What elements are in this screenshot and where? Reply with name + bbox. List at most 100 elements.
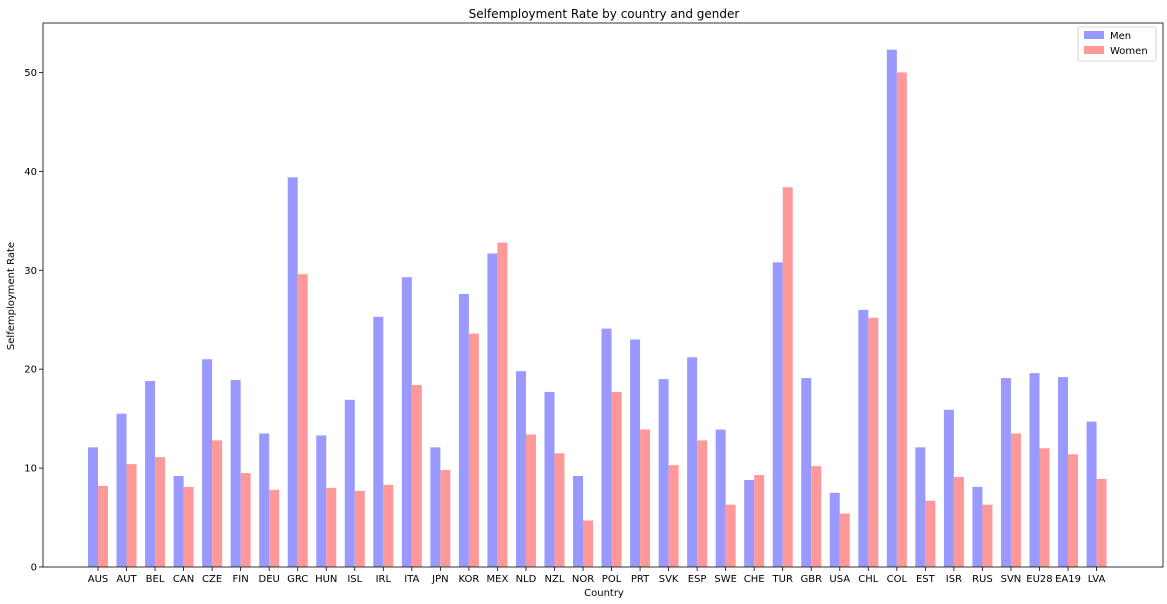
y-tick-label: 30	[24, 266, 37, 277]
legend-label-women: Women	[1110, 46, 1148, 57]
legend: Men Women	[1078, 27, 1156, 61]
bar-men-cze	[202, 359, 212, 567]
bar-women-nzl	[554, 453, 564, 567]
x-tick-label-chl: CHL	[858, 574, 879, 585]
x-tick-label-usa: USA	[829, 574, 850, 585]
x-tick-label-hun: HUN	[315, 574, 337, 585]
bar-men-deu	[259, 433, 269, 567]
x-tick-label-eu28: EU28	[1026, 574, 1052, 585]
x-tick-label-col: COL	[887, 574, 908, 585]
bar-women-esp	[697, 440, 707, 567]
y-tick-label: 20	[24, 365, 37, 376]
legend-swatch-men	[1084, 31, 1104, 39]
x-tick-label-nld: NLD	[516, 574, 537, 585]
bar-men-pol	[602, 329, 612, 567]
bar-men-aus	[88, 447, 98, 567]
bar-men-esp	[687, 357, 697, 567]
x-tick-label-bel: BEL	[146, 574, 165, 585]
y-tick-label: 50	[24, 68, 37, 79]
bar-women-deu	[269, 490, 279, 567]
x-tick-label-che: CHE	[744, 574, 765, 585]
y-tick-label: 0	[31, 563, 37, 574]
bar-men-nld	[516, 371, 526, 567]
x-tick-label-rus: RUS	[972, 574, 993, 585]
bar-men-usa	[830, 493, 840, 567]
x-tick-label-pol: POL	[602, 574, 622, 585]
x-tick-label-tur: TUR	[772, 574, 793, 585]
x-tick-label-grc: GRC	[287, 574, 308, 585]
x-tick-label-isl: ISL	[347, 574, 362, 585]
bar-women-est	[925, 501, 935, 567]
bar-men-rus	[972, 487, 982, 567]
bar-women-lva	[1097, 479, 1107, 567]
bar-women-grc	[298, 274, 308, 567]
bar-men-hun	[316, 435, 326, 567]
x-tick-label-kor: KOR	[458, 574, 479, 585]
chart-title: Selfemployment Rate by country and gende…	[469, 7, 740, 21]
x-tick-label-ea19: EA19	[1055, 574, 1081, 585]
bar-women-cze	[212, 440, 222, 567]
x-tick-label-aus: AUS	[88, 574, 109, 585]
bar-women-hun	[326, 488, 336, 567]
bar-women-pol	[612, 392, 622, 567]
bar-women-tur	[783, 187, 793, 567]
bar-women-ita	[412, 385, 422, 567]
legend-swatch-women	[1084, 46, 1104, 54]
y-axis: 0 10 20 30 40 50	[24, 68, 43, 574]
x-tick-label-isr: ISR	[946, 574, 962, 585]
x-tick-label-ita: ITA	[404, 574, 419, 585]
bar-women-aut	[127, 464, 137, 567]
bar-women-jpn	[440, 470, 450, 567]
bar-men-lva	[1087, 422, 1097, 567]
bar-men-mex	[487, 253, 497, 567]
x-axis: AUS AUT BEL CAN CZE FIN DEU GRC HUN ISL IRL ITA JPN K…	[88, 567, 1106, 585]
bar-men-eu28	[1029, 373, 1039, 567]
x-tick-label-mex: MEX	[487, 574, 509, 585]
y-tick-label: 40	[24, 167, 37, 178]
bars-group	[88, 50, 1107, 567]
bar-men-che	[744, 480, 754, 567]
bar-women-nor	[583, 521, 593, 567]
bar-men-svn	[1001, 378, 1011, 567]
x-tick-label-fin: FIN	[233, 574, 249, 585]
bar-women-bel	[155, 457, 165, 567]
x-tick-label-svk: SVK	[659, 574, 679, 585]
x-tick-label-gbr: GBR	[800, 574, 822, 585]
bar-women-isr	[954, 477, 964, 567]
x-tick-label-cze: CZE	[202, 574, 222, 585]
bar-men-irl	[373, 317, 383, 567]
bar-men-ita	[402, 277, 412, 567]
bar-men-tur	[773, 262, 783, 567]
bar-women-nld	[526, 434, 536, 567]
x-tick-label-lva: LVA	[1088, 574, 1106, 585]
bar-men-bel	[145, 381, 155, 567]
bar-men-fin	[231, 380, 241, 567]
bar-women-mex	[497, 243, 507, 567]
bar-women-chl	[868, 318, 878, 567]
x-tick-label-est: EST	[916, 574, 936, 585]
x-tick-label-irl: IRL	[376, 574, 392, 585]
bar-women-can	[184, 487, 194, 567]
y-tick-label: 10	[24, 464, 37, 475]
x-tick-label-esp: ESP	[688, 574, 707, 585]
bar-women-svk	[669, 465, 679, 567]
x-tick-label-nor: NOR	[572, 574, 594, 585]
bar-men-jpn	[430, 447, 440, 567]
bar-men-isr	[944, 410, 954, 567]
bar-men-kor	[459, 294, 469, 567]
bar-women-che	[754, 475, 764, 567]
x-tick-label-aut: AUT	[116, 574, 137, 585]
bar-men-chl	[858, 310, 868, 567]
bar-women-ea19	[1068, 454, 1078, 567]
x-tick-label-jpn: JPN	[431, 574, 448, 585]
bar-women-usa	[840, 514, 850, 567]
bar-women-irl	[383, 485, 393, 567]
bar-women-eu28	[1039, 448, 1049, 567]
x-tick-label-prt: PRT	[631, 574, 650, 585]
y-axis-label: Selfemployment Rate	[6, 242, 17, 350]
bar-women-rus	[982, 505, 992, 567]
bar-women-svn	[1011, 433, 1021, 567]
bar-men-col	[887, 50, 897, 567]
bar-men-gbr	[801, 378, 811, 567]
